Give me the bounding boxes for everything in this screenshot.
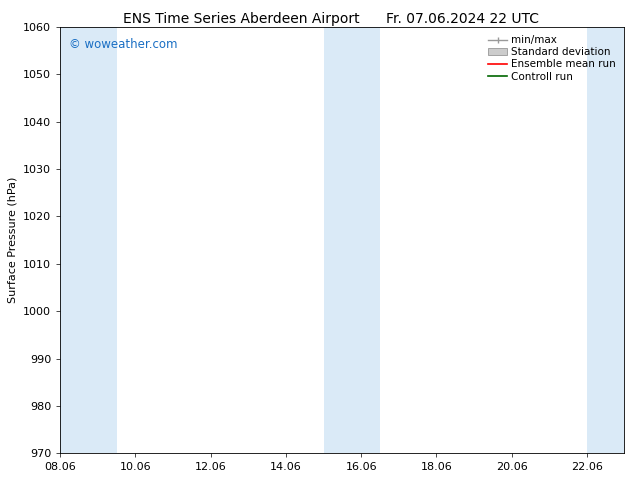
Legend: min/max, Standard deviation, Ensemble mean run, Controll run: min/max, Standard deviation, Ensemble me… — [486, 32, 619, 85]
Bar — [323, 27, 380, 453]
Text: Fr. 07.06.2024 22 UTC: Fr. 07.06.2024 22 UTC — [386, 12, 540, 26]
Text: © woweather.com: © woweather.com — [68, 38, 177, 50]
Bar — [60, 27, 117, 453]
Bar — [587, 27, 624, 453]
Y-axis label: Surface Pressure (hPa): Surface Pressure (hPa) — [8, 177, 18, 303]
Text: ENS Time Series Aberdeen Airport: ENS Time Series Aberdeen Airport — [122, 12, 359, 26]
